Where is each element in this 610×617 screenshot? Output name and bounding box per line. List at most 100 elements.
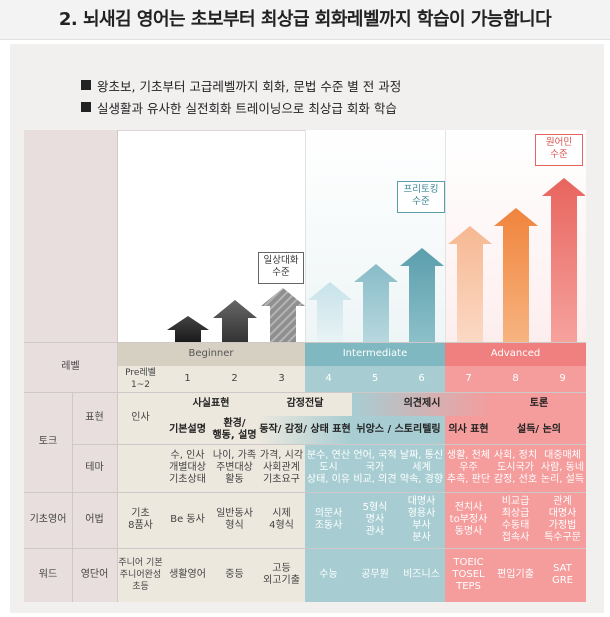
vocab-header: 영단어 (72, 548, 117, 602)
emotion-cell: 감정전달 (258, 392, 352, 416)
theme-cell: 가격, 시각 사회관계 기초요구 (258, 444, 305, 492)
opinion-expression-cell: 의사 표현 (445, 416, 492, 444)
level-2: 2 (211, 366, 258, 392)
divider (305, 130, 306, 342)
level-8: 8 (492, 366, 539, 392)
level-2-arrow (213, 300, 257, 342)
opinion-cell: 의견제시 (352, 392, 492, 416)
persuade-cell: 설득/ 논의 (492, 416, 586, 444)
advanced-band: Advanced (445, 342, 586, 366)
header: 2. 뇌새김 영어는 초보부터 최상급 회화레벨까지 학습이 가능합니다 (0, 0, 610, 40)
env-action-cell: 환경/ 행동, 설명 (211, 416, 258, 444)
divider (24, 392, 586, 393)
vocab-cell: 수능 (305, 548, 352, 602)
grammar-cell: 의문사 조동사 (305, 492, 352, 548)
talk-group-header: 토크 (24, 392, 72, 492)
level-8-arrow (494, 208, 538, 342)
debate-cell: 토론 (492, 392, 586, 416)
level-1: 1 (164, 366, 211, 392)
nuance-cell: 뉘앙스 / 스토리텔링 (352, 416, 445, 444)
bullet-list: 왕초보, 기초부터 고급레벨까지 회화, 문법 수준 별 전 과정 실생활과 유… (81, 74, 401, 118)
vocab-cell: 비즈니스 (398, 548, 445, 602)
bullet-text: 실생활과 유사한 실전회화 트레이닝으로 최상급 회화 학습 (97, 100, 397, 116)
divider (445, 130, 446, 342)
vocab-cell: 고등 외고기출 (258, 548, 305, 602)
beginner-band: Beginner (117, 342, 305, 366)
vocab-cell: 주니어 기본 주니어완성 초등 (117, 548, 164, 602)
vocab-cell: 편입기출 (492, 548, 539, 602)
vocab-cell: 공무원 (352, 548, 398, 602)
theme-cell: 생활, 천체 우주 추측, 판단 (445, 444, 492, 492)
bullet-text: 왕초보, 기초부터 고급레벨까지 회화, 문법 수준 별 전 과정 (97, 78, 402, 94)
theme-cell: 나이, 가족 주변대상 활동 (211, 444, 258, 492)
level-5: 5 (352, 366, 398, 392)
level-3-arrow (261, 288, 305, 342)
freetalk-level-label: 프리토킹 수준 (397, 181, 445, 213)
grammar-cell: 5형식 명사 관사 (352, 492, 398, 548)
grammar-cell: 관계 대명사 가정법 특수구문 (539, 492, 586, 548)
vocab-cell: 생활영어 (164, 548, 211, 602)
theme-cell: 대중매체 사람, 동네 논리, 설득 (539, 444, 586, 492)
level-1-arrow (167, 316, 209, 342)
grammar-cell: 비교급 최상급 수동태 접속사 (492, 492, 539, 548)
basic-explain-cell: 기본설명 (164, 416, 211, 444)
grammar-header: 어법 (72, 492, 117, 548)
level-5-arrow (354, 264, 398, 342)
grammar-cell: 대명사 형용사 부사 분사 (398, 492, 445, 548)
vocab-cell: TOEIC TOSEL TEPS (445, 548, 492, 602)
native-level-label: 원어민 수준 (535, 134, 583, 166)
basic-english-header: 기초영어 (24, 492, 72, 548)
theme-cell: 사회, 정치 도시국가 감정, 선호 (492, 444, 539, 492)
theme-empty-cell (117, 444, 164, 492)
square-bullet-icon (81, 102, 91, 112)
greeting-cell: 인사 (117, 392, 164, 444)
divider (117, 130, 118, 602)
level-pre: Pre레벨 1~2 (117, 366, 164, 392)
chart-corner (24, 130, 117, 342)
level-arrows-chart (167, 178, 585, 342)
divider (72, 392, 73, 602)
theme-cell: 분수, 연산 도시 상태, 이유 (305, 444, 352, 492)
label-line: 수준 (272, 267, 290, 278)
words-header: 워드 (24, 548, 72, 602)
level-row-header: 레벨 (24, 342, 117, 392)
grammar-cell: 시제 4형식 (258, 492, 305, 548)
divider (24, 548, 586, 549)
level-9-arrow (542, 178, 585, 342)
theme-cell: 언어, 국적 국가 비교, 의견 (352, 444, 398, 492)
bullet-item: 왕초보, 기초부터 고급레벨까지 회화, 문법 수준 별 전 과정 (81, 74, 401, 96)
action-emotion-cell: 동작/ 감정/ 상태 표현 (258, 416, 352, 444)
theme-cell: 수, 인사 개별대상 기초상태 (164, 444, 211, 492)
level-7: 7 (445, 366, 492, 392)
grammar-cell: 일반동사 형식 (211, 492, 258, 548)
label-line: 프리토킹 (403, 184, 439, 195)
fact-expression-cell: 사실표현 (164, 392, 258, 416)
grammar-cell: 전치사 to부정사 동명사 (445, 492, 492, 548)
bullet-item: 실생활과 유사한 실전회화 트레이닝으로 최상급 회화 학습 (81, 96, 401, 118)
label-line: 일상대화 (263, 255, 299, 266)
vocab-cell: SAT GRE (539, 548, 586, 602)
expression-header: 표현 (72, 392, 117, 444)
divider (24, 492, 586, 493)
label-line: 수준 (412, 196, 430, 207)
theme-cell: 날짜, 통신 세계 약속, 경향 (398, 444, 445, 492)
grammar-cell: 기초 8품사 (117, 492, 164, 548)
level-4: 4 (305, 366, 352, 392)
level-6-arrow (400, 248, 444, 342)
level-9: 9 (539, 366, 586, 392)
daily-level-label: 일상대화 수준 (258, 252, 304, 284)
label-line: 원어민 (545, 137, 573, 148)
theme-header: 테마 (72, 444, 117, 492)
square-bullet-icon (81, 80, 91, 90)
grammar-cell: Be 동사 (164, 492, 211, 548)
level-3: 3 (258, 366, 305, 392)
divider (72, 444, 586, 445)
divider (24, 342, 586, 343)
level-4-arrow (308, 282, 352, 342)
level-6: 6 (398, 366, 445, 392)
page-title: 2. 뇌새김 영어는 초보부터 최상급 회화레벨까지 학습이 가능합니다 (58, 9, 552, 30)
level-7-arrow (448, 226, 492, 342)
intermediate-band: Intermediate (305, 342, 445, 366)
label-line: 수준 (550, 149, 568, 160)
vocab-cell: 중등 (211, 548, 258, 602)
